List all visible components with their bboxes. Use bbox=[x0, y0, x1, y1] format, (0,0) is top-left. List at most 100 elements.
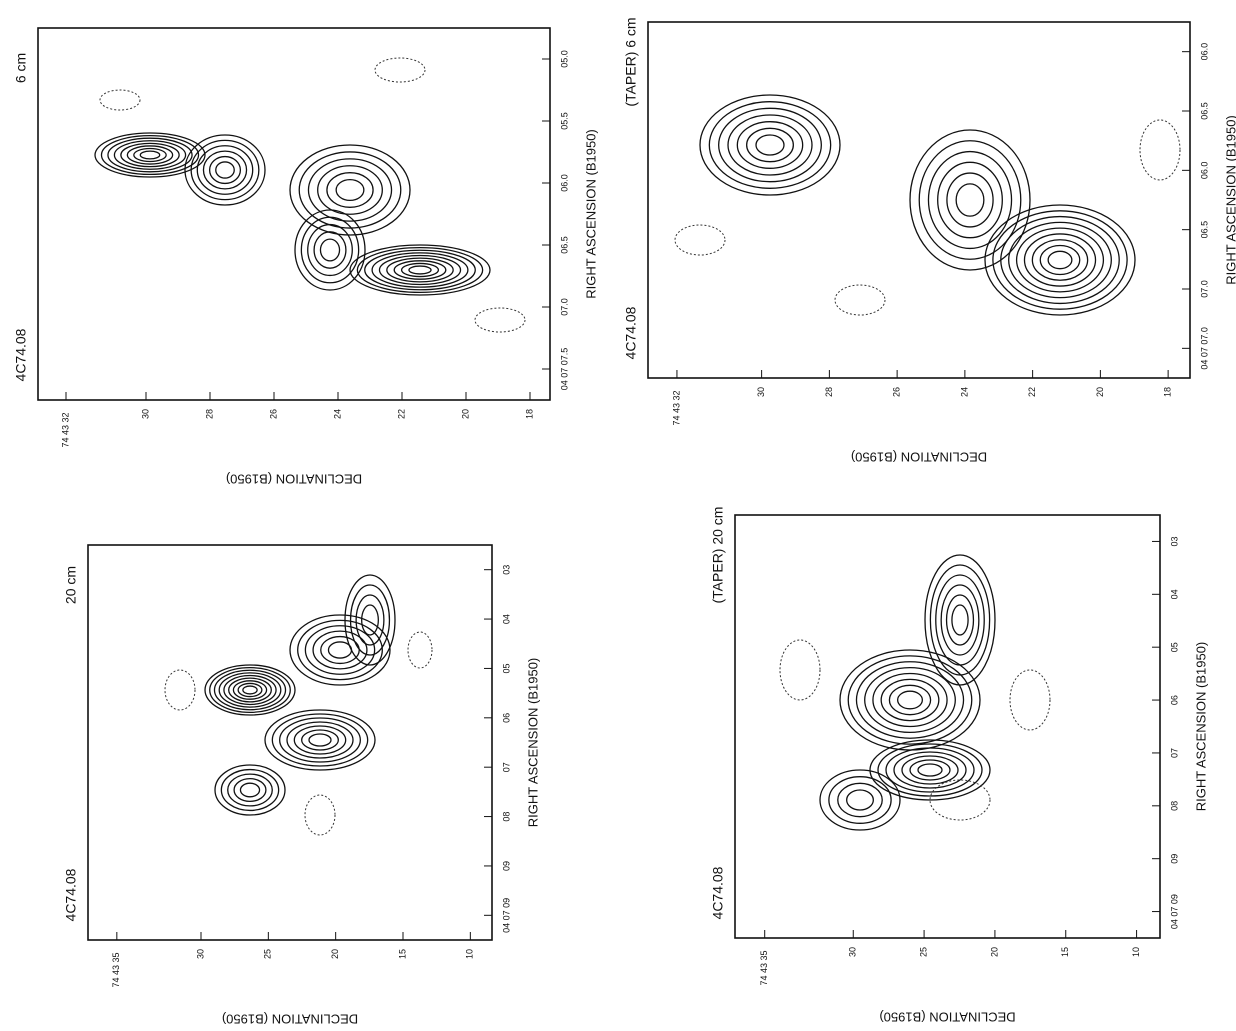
contour bbox=[1040, 246, 1079, 275]
map-frame bbox=[38, 28, 550, 400]
ra-tick-label: 04 07 07.5 bbox=[559, 348, 569, 391]
figure: 74 43 323028262422201805.005.506.006.507… bbox=[0, 0, 1236, 1031]
contour bbox=[847, 790, 874, 810]
ra-tick-label: 09 bbox=[501, 861, 511, 871]
negative-contour bbox=[165, 670, 195, 710]
contour bbox=[214, 670, 285, 709]
contour bbox=[121, 143, 179, 166]
contour bbox=[362, 605, 379, 635]
ra-tick-label: 07 bbox=[1169, 748, 1179, 758]
contour bbox=[191, 140, 259, 199]
ra-tick-label: 07.0 bbox=[1199, 280, 1209, 298]
contour bbox=[295, 210, 365, 290]
ra-tick-label: 06.0 bbox=[1199, 162, 1209, 180]
dec-tick-label: 74 43 35 bbox=[759, 950, 769, 985]
map-frame bbox=[88, 545, 492, 940]
dec-tick-label: 10 bbox=[465, 949, 475, 959]
contour bbox=[910, 760, 950, 780]
contour bbox=[947, 595, 974, 645]
y-axis-label: DECLINATION (B1950) bbox=[851, 450, 987, 465]
negative-contour bbox=[100, 90, 140, 110]
dec-tick-label: 22 bbox=[1027, 387, 1037, 397]
contour bbox=[947, 173, 993, 227]
ra-tick-label: 05 bbox=[501, 663, 511, 673]
dec-tick-label: 24 bbox=[332, 409, 342, 419]
negative-contour bbox=[675, 225, 725, 255]
contour bbox=[402, 263, 439, 276]
negative-contour bbox=[1140, 120, 1180, 180]
contour bbox=[886, 748, 974, 792]
contour bbox=[1024, 234, 1095, 286]
contour bbox=[889, 685, 930, 714]
contour bbox=[229, 678, 272, 702]
dec-tick-label: 30 bbox=[140, 409, 150, 419]
dec-tick-label: 28 bbox=[204, 409, 214, 419]
contour bbox=[321, 637, 359, 664]
ra-tick-label: 07 bbox=[501, 762, 511, 772]
ra-tick-label: 07.0 bbox=[559, 298, 569, 316]
contour bbox=[747, 128, 794, 161]
ra-tick-label: 05.5 bbox=[559, 112, 569, 130]
dec-tick-label: 30 bbox=[756, 387, 766, 397]
panel: 74 43 3530252015100304050607080904 07 09… bbox=[63, 545, 541, 1027]
ra-tick-label: 05.0 bbox=[559, 50, 569, 68]
contour bbox=[993, 211, 1127, 309]
contour bbox=[114, 141, 185, 169]
contour bbox=[1048, 251, 1072, 268]
ra-tick-label: 06.5 bbox=[559, 236, 569, 254]
ra-tick-label: 06 bbox=[501, 713, 511, 723]
contour bbox=[210, 668, 291, 713]
x-axis-label: RIGHT ASCENSION (B1950) bbox=[583, 129, 598, 299]
contour bbox=[216, 162, 234, 178]
y-axis-label: DECLINATION (B1950) bbox=[226, 472, 362, 487]
source-name: 4C74.08 bbox=[710, 866, 726, 919]
contour bbox=[197, 146, 252, 194]
ra-tick-label: 06 bbox=[1169, 695, 1179, 705]
contour bbox=[387, 258, 453, 282]
dec-tick-label: 18 bbox=[1163, 387, 1173, 397]
contour bbox=[345, 575, 395, 665]
negative-contour bbox=[1010, 670, 1050, 730]
contour bbox=[140, 151, 159, 159]
contour bbox=[700, 95, 840, 195]
contour bbox=[301, 217, 358, 282]
panel-label: (TAPER) 20 cm bbox=[710, 507, 726, 604]
contour bbox=[1001, 217, 1119, 304]
contour bbox=[820, 770, 900, 830]
dec-tick-label: 24 bbox=[959, 387, 969, 397]
dec-tick-label: 30 bbox=[848, 947, 858, 957]
ra-tick-label: 08 bbox=[1169, 801, 1179, 811]
contour bbox=[336, 180, 364, 201]
panel-label: 20 cm bbox=[63, 566, 79, 604]
contour bbox=[305, 626, 374, 674]
contour bbox=[287, 722, 353, 758]
dec-tick-label: 20 bbox=[460, 409, 470, 419]
ra-tick-label: 04 07 07.0 bbox=[1199, 327, 1209, 370]
contour bbox=[328, 642, 351, 658]
dec-tick-label: 15 bbox=[397, 949, 407, 959]
ra-tick-label: 06.0 bbox=[1199, 43, 1209, 61]
contour bbox=[928, 152, 1011, 249]
contour bbox=[327, 173, 373, 208]
dec-tick-label: 74 43 32 bbox=[60, 412, 70, 447]
source-name: 4C74.08 bbox=[623, 306, 639, 359]
dec-tick-label: 18 bbox=[524, 409, 534, 419]
contour bbox=[728, 115, 812, 175]
contour bbox=[309, 734, 331, 746]
ra-tick-label: 05 bbox=[1169, 642, 1179, 652]
negative-contour bbox=[408, 632, 432, 668]
contour bbox=[240, 783, 259, 797]
ra-tick-label: 06.0 bbox=[559, 174, 569, 192]
y-axis-label: DECLINATION (B1950) bbox=[222, 1012, 358, 1027]
contour bbox=[265, 710, 375, 770]
contour bbox=[930, 565, 989, 675]
contour bbox=[409, 266, 431, 274]
contour bbox=[756, 135, 784, 155]
contour bbox=[243, 686, 257, 694]
contour bbox=[865, 668, 956, 733]
dec-tick-label: 30 bbox=[195, 949, 205, 959]
contour bbox=[898, 691, 923, 709]
ra-tick-label: 04 bbox=[1169, 589, 1179, 599]
